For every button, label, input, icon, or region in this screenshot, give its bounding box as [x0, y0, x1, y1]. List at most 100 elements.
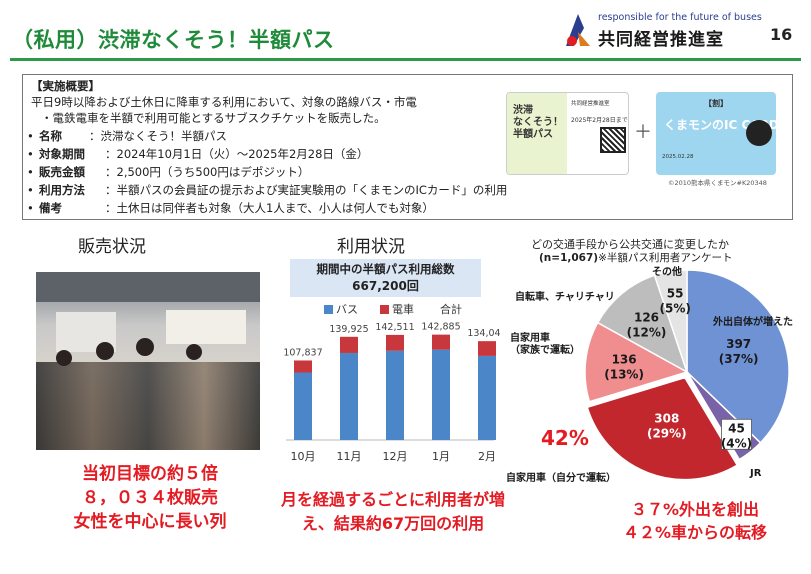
pie-pct-label-1: (4%)	[721, 436, 752, 450]
legend-label-0: バス	[336, 303, 358, 316]
bar-train-0	[294, 360, 312, 373]
overview-row-label: 備考	[39, 201, 62, 215]
pie-slice-3	[584, 321, 689, 403]
overview-row-usage: • 利用方法 ：半額パスの会員証の提示および実証実験用の「くまモンのICカード」の利…	[27, 183, 508, 197]
sales-caption-line: 当初目標の約５倍	[82, 464, 218, 484]
pie-category-label-4: 自転車、チャリチャリ	[515, 290, 615, 303]
x-tick-label-2: 12月	[383, 450, 408, 463]
ticket-org: 共同経営推進室	[571, 101, 610, 107]
overview-row-label: 対象期間	[39, 147, 85, 161]
survey-caption-line: ４２%車からの転移	[622, 523, 768, 542]
x-tick-label-1: 11月	[337, 450, 362, 463]
pie-value-label-4: 126	[634, 310, 659, 324]
total-usage-value: 667,200回	[352, 279, 419, 293]
overview-row-value: ：2024年10月1日（火）～2025年2月28日（金）	[105, 147, 369, 161]
pie-pct-label-5: (5%)	[659, 302, 690, 316]
bar-total-label-1: 139,925	[329, 324, 368, 335]
ticket-title: 渋滞 なくそう！ 半額パス	[513, 105, 563, 140]
pie-value-label-0: 397	[726, 337, 751, 351]
pie-value-label-2: 308	[654, 411, 679, 425]
overview-row-period: • 対象期間 ：2024年10月1日（火）～2025年2月28日（金）	[27, 147, 369, 161]
pie-slice-5	[653, 269, 688, 373]
x-tick-label-3: 1月	[432, 450, 450, 463]
usage-caption-line: え、結果約67万回の利用	[301, 514, 485, 533]
survey-sample-size: (n=1,067)※半額パス利用者アンケート	[539, 252, 733, 264]
overview-row-notes: • 備考 ：土休日は同伴者も対象（大人1人まで、小人は何人でも対象）	[27, 201, 434, 215]
legend-total-label: 合計	[440, 302, 462, 316]
bar-bus-3	[432, 349, 450, 440]
bar-train-2	[386, 334, 404, 351]
bar-train-4	[478, 341, 496, 356]
sales-caption-line: ８，０３４枚販売	[82, 488, 218, 508]
overview-row-label: 名称	[39, 129, 62, 143]
kumamon-icon	[746, 120, 772, 146]
x-tick-label-4: 2月	[478, 450, 496, 463]
bar-total-label-2: 142,511	[375, 322, 414, 333]
logo-mark-icon	[566, 14, 590, 46]
bar-total-label-3: 142,885	[421, 322, 460, 333]
pie-value-box-jr	[721, 418, 752, 450]
sales-heading: 販売状況	[78, 237, 146, 257]
pie-value-label-5: 55	[667, 287, 684, 301]
usage-caption-line: 月を経過するごとに利用者が増	[280, 490, 505, 509]
pie-pct-label-4: (12%)	[627, 325, 667, 339]
pie-slice-2	[586, 376, 739, 481]
overview-row-name: • 名称 ：渋滞なくそう！半額パス	[27, 129, 227, 143]
survey-caption: ３７%外出を創出 ４２%車からの転移	[590, 498, 800, 544]
survey-caption-line: ３７%外出を創出	[630, 500, 760, 519]
overview-description-line-1: 平日9時以降および土休日に降車する利用において、対象の路線バス・市電	[31, 95, 417, 109]
overview-description-line-2: ・電鉄電車を半額で利用可能とするサブスクチケットを販売した。	[41, 111, 386, 125]
bar-bus-4	[478, 355, 496, 440]
crowd-queue-photo	[36, 272, 260, 450]
overview-row-label: 販売金額	[39, 165, 85, 179]
overview-row-price: • 販売金額 ：2,500円（うち500円はデポジット）	[27, 165, 310, 179]
plus-sign: ＋	[634, 122, 652, 143]
logo-tagline: responsible for the future of buses	[598, 12, 762, 23]
organization-name: 共同経営推進室	[598, 30, 724, 50]
mode-shift-pie-chart: 397(37%) 45(4%) 308(29%) 136(13%) 126(12%) 55…	[506, 265, 793, 484]
half-price-pass-ticket-image: 渋滞 なくそう！ 半額パス 共同経営推進室 2025年2月28日まで	[506, 92, 629, 175]
card-discount-tag: 【割】	[704, 99, 728, 108]
overview-row-value: ：2,500円（うち500円はデポジット）	[105, 165, 310, 179]
legend-swatch-0	[324, 305, 333, 314]
total-usage-box: 期間中の半額パス利用総数 667,200回	[290, 259, 481, 297]
pie-category-label-3: （家族で運転）	[510, 343, 580, 356]
page-number: 16	[770, 25, 793, 44]
x-tick-label-0: 10月	[291, 450, 316, 463]
overview-heading: 【実施概要】	[31, 79, 100, 93]
legend-label-1: 電車	[392, 302, 414, 316]
pie-pct-label-2: (29%)	[647, 426, 687, 440]
overview-row-label: 利用方法	[39, 183, 85, 197]
page-title: （私用）渋滞なくそう！半額パス	[12, 28, 335, 52]
ticket-expiry: 2025年2月28日まで	[571, 117, 628, 124]
survey-title: どの交通手段から公共交通に変更したか	[531, 238, 729, 251]
pie-pct-label-0: (37%)	[719, 352, 759, 366]
bar-bus-0	[294, 372, 312, 440]
pie-category-label-2: 自家用車（自分で運転）	[506, 471, 616, 484]
bar-total-label-4: 134,042	[467, 328, 500, 339]
pie-value-label-3: 136	[612, 352, 637, 366]
qr-code-icon	[600, 127, 626, 153]
pie-pct-label-3: (13%)	[604, 367, 644, 381]
overview-row-value: ：土休日は同伴者も対象（大人1人まで、小人は何人でも対象）	[105, 201, 434, 215]
monthly-usage-bar-chart: バス 電車 合計 107,837 10月 139,925 11月 142,511 12月 142,…	[283, 302, 500, 463]
bar-bus-1	[340, 352, 358, 440]
overview-row-value: ：半額パスの会員証の提示および実証実験用の「くまモンのICカード」の利用	[105, 183, 508, 197]
bar-train-3	[432, 334, 450, 350]
pie-value-label-1: 45	[728, 421, 745, 435]
bar-bus-2	[386, 350, 404, 440]
legend-swatch-1	[380, 305, 389, 314]
kumamon-ic-card-image: 【割】 くまモンのIC CARD 2025.02.28	[656, 92, 776, 175]
bar-train-1	[340, 336, 358, 353]
title-underline	[10, 58, 801, 61]
overview-row-value: ：渋滞なくそう！半額パス	[89, 129, 227, 143]
usage-heading: 利用状況	[337, 237, 405, 257]
pie-category-label-3: 自家用車	[510, 331, 550, 344]
pie-slice-0	[686, 269, 790, 444]
total-usage-label: 期間中の半額パス利用総数	[316, 262, 455, 276]
bar-total-label-0: 107,837	[283, 347, 322, 358]
pie-category-label-0: 外出自体が増えた	[712, 315, 793, 328]
pie-category-label-1: JR	[749, 468, 762, 479]
usage-caption: 月を経過するごとに利用者が増 え、結果約67万回の利用	[248, 488, 538, 536]
sales-caption: 当初目標の約５倍 ８，０３４枚販売 女性を中心に長い列	[30, 462, 270, 534]
